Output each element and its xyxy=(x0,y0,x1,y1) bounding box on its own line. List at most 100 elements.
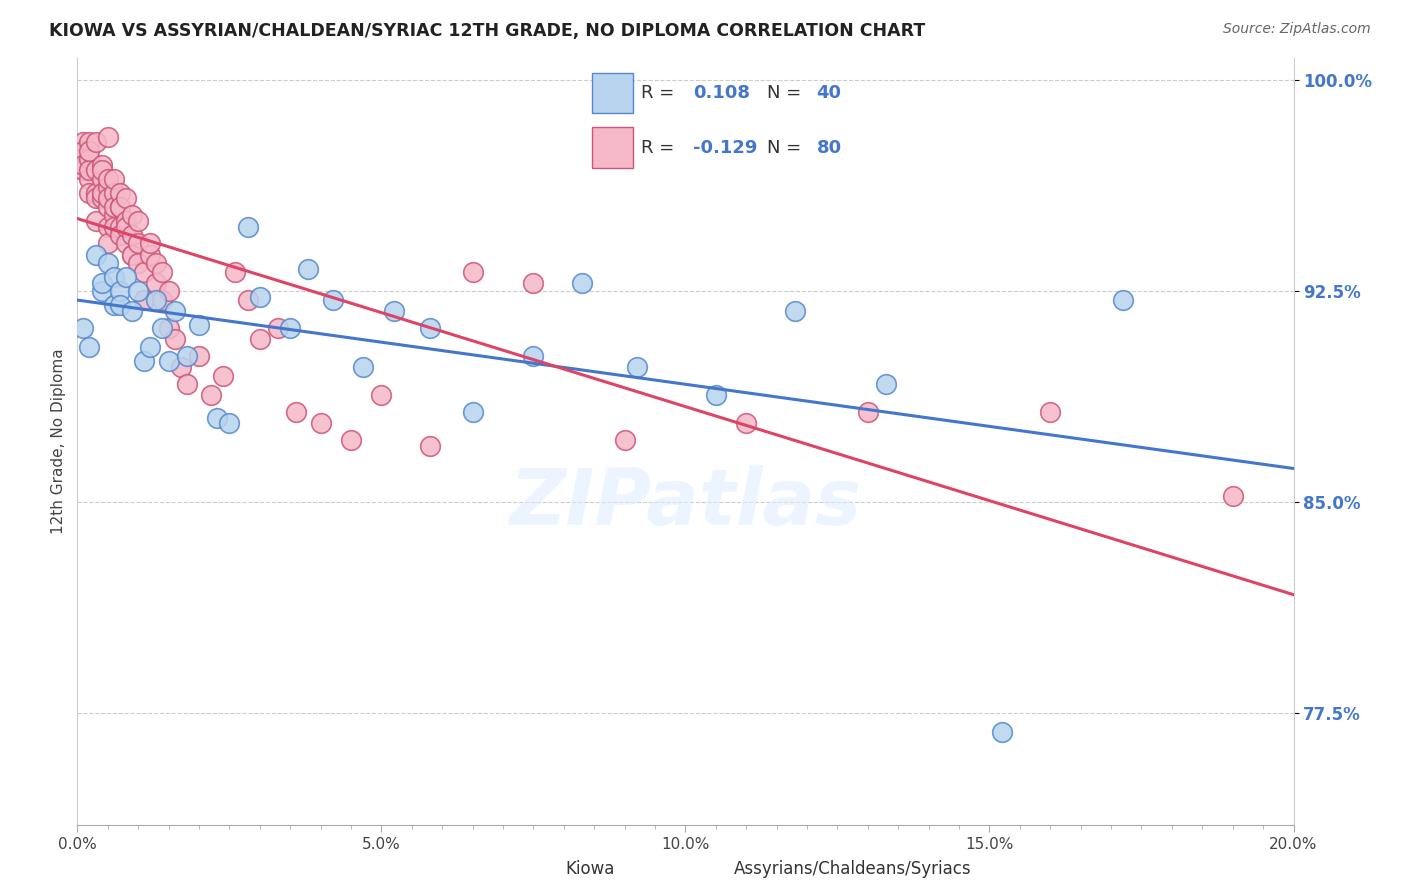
Point xyxy=(115,236,138,251)
Point xyxy=(72,320,94,334)
Point xyxy=(84,214,107,228)
Point xyxy=(875,376,897,391)
Point xyxy=(108,298,131,312)
Point xyxy=(121,208,143,222)
Point xyxy=(79,163,101,178)
FancyBboxPatch shape xyxy=(592,128,633,168)
Point xyxy=(145,276,167,290)
Point xyxy=(626,360,648,375)
Text: 0.108: 0.108 xyxy=(693,84,751,103)
Point xyxy=(236,219,259,234)
Point xyxy=(990,725,1012,739)
Point xyxy=(352,360,374,375)
Point xyxy=(249,332,271,346)
Point xyxy=(783,304,806,318)
Point xyxy=(90,192,112,206)
Point xyxy=(97,200,120,214)
Point xyxy=(134,354,156,368)
Point xyxy=(103,270,125,285)
Point xyxy=(90,186,112,200)
Point xyxy=(212,368,235,383)
Point xyxy=(90,158,112,172)
Text: N =: N = xyxy=(768,84,801,103)
Text: N =: N = xyxy=(768,138,801,157)
Point xyxy=(139,248,162,262)
Point xyxy=(115,219,138,234)
Text: KIOWA VS ASSYRIAN/CHALDEAN/SYRIAC 12TH GRADE, NO DIPLOMA CORRELATION CHART: KIOWA VS ASSYRIAN/CHALDEAN/SYRIAC 12TH G… xyxy=(49,22,925,40)
Point xyxy=(134,293,156,307)
Point xyxy=(108,200,131,214)
Point xyxy=(121,304,143,318)
Point xyxy=(134,264,156,278)
Point xyxy=(176,376,198,391)
Point xyxy=(322,293,344,307)
Point xyxy=(84,192,107,206)
Point xyxy=(145,293,167,307)
Point xyxy=(84,136,107,150)
Point xyxy=(97,219,120,234)
Point xyxy=(103,186,125,200)
Point xyxy=(163,304,186,318)
Text: R =: R = xyxy=(641,138,675,157)
Point xyxy=(108,284,131,298)
Point xyxy=(127,236,149,251)
Point xyxy=(90,163,112,178)
Point xyxy=(1112,293,1135,307)
Text: Source: ZipAtlas.com: Source: ZipAtlas.com xyxy=(1223,22,1371,37)
Point xyxy=(127,256,149,270)
Point xyxy=(108,200,131,214)
Point xyxy=(340,433,363,447)
Text: 40: 40 xyxy=(817,84,842,103)
Point xyxy=(188,349,211,363)
Point xyxy=(97,180,120,194)
Point xyxy=(461,405,484,419)
Point xyxy=(121,248,143,262)
Point xyxy=(163,332,186,346)
Point xyxy=(297,261,319,276)
Point xyxy=(571,276,593,290)
Point xyxy=(79,144,101,158)
Point xyxy=(522,276,544,290)
Point xyxy=(103,219,125,234)
Point xyxy=(90,171,112,186)
Point xyxy=(79,186,101,200)
Point xyxy=(103,208,125,222)
Point xyxy=(115,214,138,228)
Point xyxy=(309,417,332,431)
Point xyxy=(97,192,120,206)
Text: 80: 80 xyxy=(817,138,842,157)
Text: Assyrians/Chaldeans/Syriacs: Assyrians/Chaldeans/Syriacs xyxy=(734,860,972,878)
Point xyxy=(157,284,180,298)
Point xyxy=(72,144,94,158)
Point xyxy=(115,270,138,285)
Text: Kiowa: Kiowa xyxy=(565,860,614,878)
Point xyxy=(103,171,125,186)
Point xyxy=(856,405,879,419)
Point xyxy=(84,186,107,200)
Point xyxy=(267,320,290,334)
Point xyxy=(224,264,246,278)
Point xyxy=(236,293,259,307)
Point xyxy=(419,320,441,334)
Point xyxy=(79,136,101,150)
Point xyxy=(108,227,131,242)
Point xyxy=(218,417,240,431)
Point xyxy=(152,264,174,278)
Text: R =: R = xyxy=(641,84,675,103)
Point xyxy=(157,320,180,334)
Point xyxy=(1222,489,1244,503)
Point xyxy=(115,192,138,206)
Point xyxy=(90,276,112,290)
Point xyxy=(127,284,149,298)
Point xyxy=(79,340,101,354)
Point xyxy=(97,236,120,251)
Point xyxy=(127,214,149,228)
Point xyxy=(382,304,405,318)
Point xyxy=(704,388,727,402)
Point xyxy=(461,264,484,278)
FancyBboxPatch shape xyxy=(592,73,633,113)
Point xyxy=(97,256,120,270)
Text: -0.129: -0.129 xyxy=(693,138,758,157)
Point xyxy=(103,200,125,214)
Point xyxy=(285,405,308,419)
